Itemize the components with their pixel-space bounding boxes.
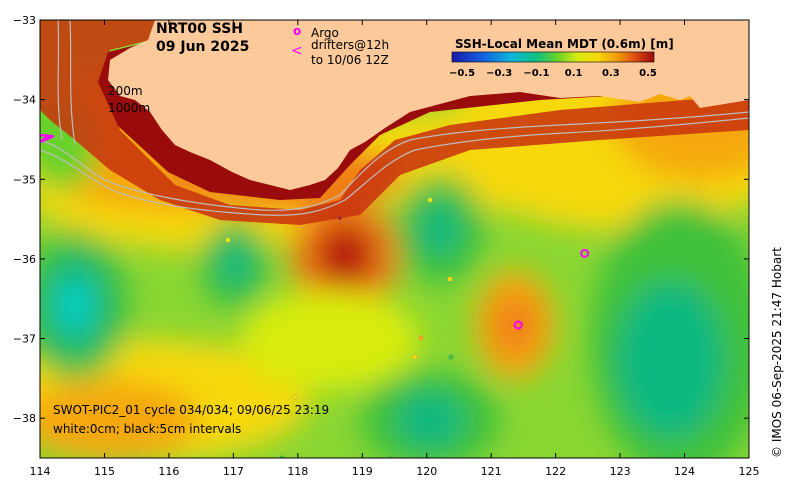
drifter-track	[40, 133, 55, 144]
x-tick-label: 116	[158, 465, 179, 478]
colorbar-title: SSH-Local Mean MDT (0.6m) [m]	[455, 37, 674, 51]
colorbar-tick-label: 0.1	[565, 68, 583, 79]
map-title: NRT00 SSH	[156, 21, 243, 37]
x-tick-label: 117	[223, 465, 244, 478]
colorbar-tick-label: −0.1	[523, 68, 549, 79]
colorbar-tick-label: 0.5	[639, 68, 657, 79]
x-tick-label: 124	[674, 465, 695, 478]
drifter-legend-symbol: <	[291, 43, 303, 59]
x-tick-label: 125	[739, 465, 760, 478]
swath-info-line2: white:0cm; black:5cm intervals	[53, 422, 241, 436]
x-tick-label: 118	[287, 465, 308, 478]
land-mass	[108, 20, 749, 190]
isobath-1000m-label: 1000m	[108, 101, 150, 115]
colorbar: SSH-Local Mean MDT (0.6m) [m] −0.5 −0.3 −0…	[449, 37, 674, 79]
x-tick-label: 114	[30, 465, 51, 478]
x-tick-label: 123	[610, 465, 631, 478]
y-tick-label: −34	[13, 94, 36, 107]
y-tick-label: −37	[13, 333, 36, 346]
y-tick-label: −35	[13, 173, 36, 186]
y-tick-label: −33	[13, 14, 36, 27]
credit: © IMOS 06-Sep-2025 21:47 Hobart	[770, 247, 784, 458]
isobath-1000m	[40, 117, 749, 216]
drifter-legend-label-1: drifters@12h	[311, 38, 389, 52]
argo-float-marker	[513, 320, 523, 330]
argo-floats	[513, 248, 590, 330]
isobath-200m	[40, 111, 749, 211]
colorbar-tick-label: −0.5	[449, 68, 475, 79]
drifter-legend-label-2: to 10/06 12Z	[311, 53, 389, 67]
argo-float-marker	[580, 248, 590, 258]
colorbar-ramp	[451, 51, 655, 63]
x-tick-label: 115	[94, 465, 115, 478]
colorbar-tick-label: −0.3	[486, 68, 512, 79]
y-tick-label: −38	[13, 412, 36, 425]
argo-legend-symbol: o	[293, 24, 301, 38]
x-tick-label: 120	[416, 465, 437, 478]
ssh-field	[40, 20, 749, 458]
x-axis: 114 115 116 117 118 119 120 121 122 123 124 125	[30, 20, 760, 478]
plot-frame	[39, 19, 750, 459]
argo-legend-label: Argo	[311, 26, 339, 40]
x-tick-label: 119	[352, 465, 373, 478]
swath-info-line1: SWOT-PIC2_01 cycle 034/034; 09/06/25 23:…	[53, 403, 329, 417]
colorbar-tick-label: 0.3	[602, 68, 620, 79]
x-tick-label: 122	[545, 465, 566, 478]
y-tick-label: −36	[13, 253, 36, 266]
y-axis: −33 −34 −35 −36 −37 −38	[13, 14, 749, 425]
swath-dots	[225, 197, 454, 458]
map-date: 09 Jun 2025	[156, 39, 249, 55]
isobath-200m-label: 200m	[108, 84, 143, 98]
x-tick-label: 121	[481, 465, 502, 478]
